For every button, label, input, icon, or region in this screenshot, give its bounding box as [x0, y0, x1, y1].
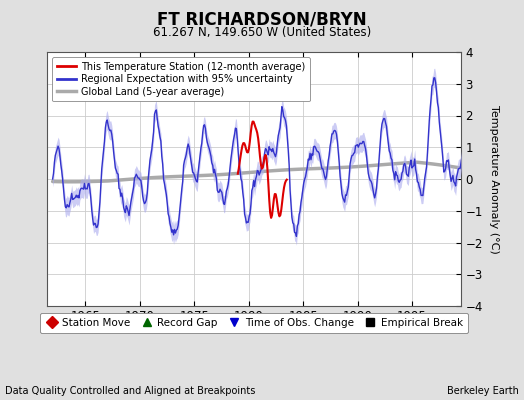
- Text: Data Quality Controlled and Aligned at Breakpoints: Data Quality Controlled and Aligned at B…: [5, 386, 256, 396]
- Text: Berkeley Earth: Berkeley Earth: [447, 386, 519, 396]
- Y-axis label: Temperature Anomaly (°C): Temperature Anomaly (°C): [489, 105, 499, 253]
- Legend: This Temperature Station (12-month average), Regional Expectation with 95% uncer: This Temperature Station (12-month avera…: [52, 57, 310, 102]
- Legend: Station Move, Record Gap, Time of Obs. Change, Empirical Break: Station Move, Record Gap, Time of Obs. C…: [40, 313, 468, 333]
- Text: FT RICHARDSON/BRYN: FT RICHARDSON/BRYN: [157, 10, 367, 28]
- Text: 61.267 N, 149.650 W (United States): 61.267 N, 149.650 W (United States): [153, 26, 371, 39]
